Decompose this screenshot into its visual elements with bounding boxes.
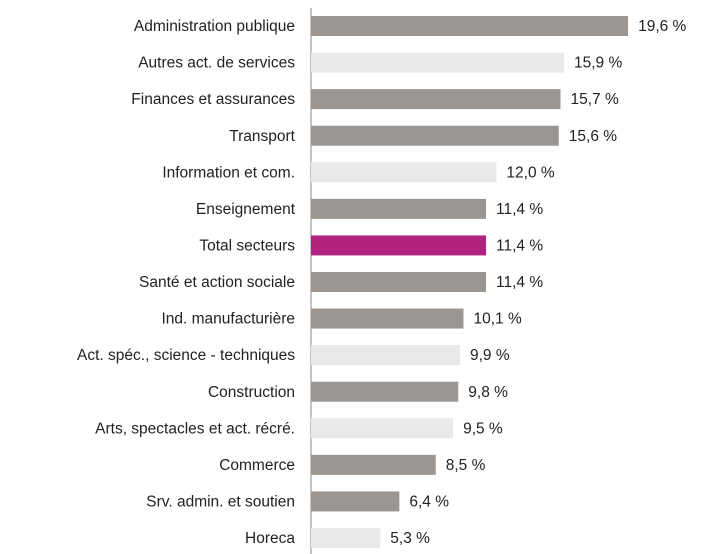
bar <box>311 418 454 439</box>
value-label: 11,4 % <box>496 201 543 218</box>
value-label: 8,5 % <box>446 457 486 474</box>
value-label: 12,0 % <box>506 164 554 181</box>
category-label: Transport <box>229 128 295 145</box>
category-label: Horeca <box>245 530 295 547</box>
bar <box>311 52 564 73</box>
bar <box>311 16 629 36</box>
category-label: Finances et assurances <box>131 91 295 108</box>
category-label: Santé et action sociale <box>139 274 295 291</box>
category-label: Autres act. de services <box>138 55 295 72</box>
value-label: 10,1 % <box>473 311 521 328</box>
bar <box>311 162 497 183</box>
bar <box>311 491 400 512</box>
value-label: 11,4 % <box>496 238 543 255</box>
bar <box>311 125 559 146</box>
category-label: Administration publique <box>134 18 295 35</box>
category-label: Enseignement <box>196 201 296 218</box>
value-label: 19,6 % <box>638 18 686 35</box>
category-label: Construction <box>208 384 295 401</box>
value-label: 5,3 % <box>390 530 430 547</box>
value-label: 11,4 % <box>496 274 543 291</box>
value-label: 9,5 % <box>463 420 503 437</box>
value-label: 15,6 % <box>569 128 617 145</box>
bar <box>311 345 461 366</box>
bar <box>311 308 464 329</box>
bar <box>311 198 487 219</box>
category-label: Commerce <box>219 457 295 474</box>
bar <box>311 271 487 292</box>
category-label: Information et com. <box>162 164 295 181</box>
bar <box>311 381 459 402</box>
category-label: Arts, spectacles et act. récré. <box>95 420 295 437</box>
category-label: Srv. admin. et soutien <box>146 494 295 511</box>
value-label: 15,7 % <box>571 91 619 108</box>
bar <box>311 527 381 548</box>
bar <box>311 454 436 475</box>
bar <box>311 89 561 110</box>
bar <box>311 235 487 256</box>
category-label: Total secteurs <box>199 238 295 255</box>
category-label: Ind. manufacturière <box>161 311 295 328</box>
value-label: 15,9 % <box>574 55 622 72</box>
category-label: Act. spéc., science - techniques <box>77 347 295 364</box>
value-label: 9,9 % <box>470 347 510 364</box>
value-label: 9,8 % <box>468 384 508 401</box>
value-label: 6,4 % <box>409 494 449 511</box>
